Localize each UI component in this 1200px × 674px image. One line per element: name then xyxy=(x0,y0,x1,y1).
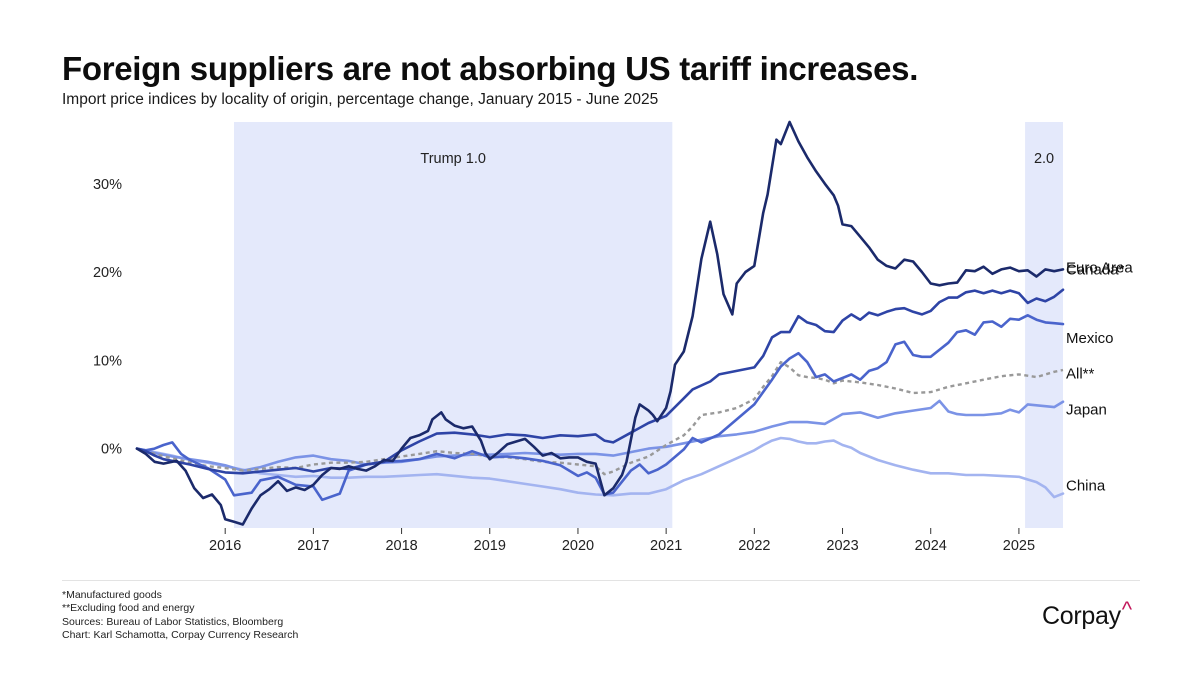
brand-name: Corpay xyxy=(1042,602,1121,630)
x-tick-label: 2025 xyxy=(1003,538,1035,554)
chart-subtitle: Import price indices by locality of orig… xyxy=(62,91,658,109)
series-line-mexico xyxy=(135,314,1065,502)
shaded-region-2 xyxy=(1025,122,1063,528)
x-tick-label: 2022 xyxy=(738,538,770,554)
y-tick-label: 30% xyxy=(93,177,122,193)
brand-caret-icon: ^ xyxy=(1121,597,1132,622)
series-label-japan: Japan xyxy=(1066,402,1107,419)
shaded-region-1 xyxy=(234,122,673,528)
series-line-canada xyxy=(135,120,1065,526)
footnote-credit: Chart: Karl Schamotta, Corpay Currency R… xyxy=(62,628,299,641)
x-tick-label: 2019 xyxy=(474,538,506,554)
footnote-manufactured: *Manufactured goods xyxy=(62,589,162,601)
series-line-japan xyxy=(135,399,1065,472)
x-tick-label: 2017 xyxy=(297,538,329,554)
footnotes: *Manufactured goods **Excluding food and… xyxy=(62,589,298,642)
corpay-logo: Corpay^ xyxy=(1042,597,1132,631)
shaded-region-label-1: Trump 1.0 xyxy=(420,151,486,167)
subtitle-lead: Import price indices by locality of orig… xyxy=(62,91,333,108)
x-tick-label: 2020 xyxy=(562,538,594,554)
y-tick-label: 0% xyxy=(101,442,122,458)
x-tick-label: 2016 xyxy=(209,538,241,554)
series-line-china xyxy=(135,436,1065,499)
footnote-sources: Sources: Bureau of Labor Statistics, Blo… xyxy=(62,615,284,628)
chart-title: Foreign suppliers are not absorbing US t… xyxy=(62,50,919,87)
series-label-china: China xyxy=(1066,478,1106,495)
x-tick-label: 2023 xyxy=(826,538,858,554)
series-label-canada: Canada* xyxy=(1066,261,1125,278)
y-tick-label: 10% xyxy=(93,353,122,369)
series-line-euro-area xyxy=(135,288,1065,475)
shaded-region-label-2: 2.0 xyxy=(1034,151,1054,167)
x-tick-label: 2024 xyxy=(915,538,947,554)
series-line-all xyxy=(136,360,1064,476)
x-tick-label: 2018 xyxy=(385,538,417,554)
series-label-mexico: Mexico xyxy=(1066,330,1114,347)
subtitle-rest: percentage change, January 2015 - June 2… xyxy=(332,91,659,108)
footer-divider xyxy=(62,580,1140,581)
x-tick-label: 2021 xyxy=(650,538,682,554)
series-label-all: All** xyxy=(1066,366,1095,383)
series-label-euro-area: Euro Area xyxy=(1066,260,1133,277)
y-tick-label: 20% xyxy=(93,265,122,281)
footnote-excluding: **Excluding food and energy xyxy=(62,602,195,615)
